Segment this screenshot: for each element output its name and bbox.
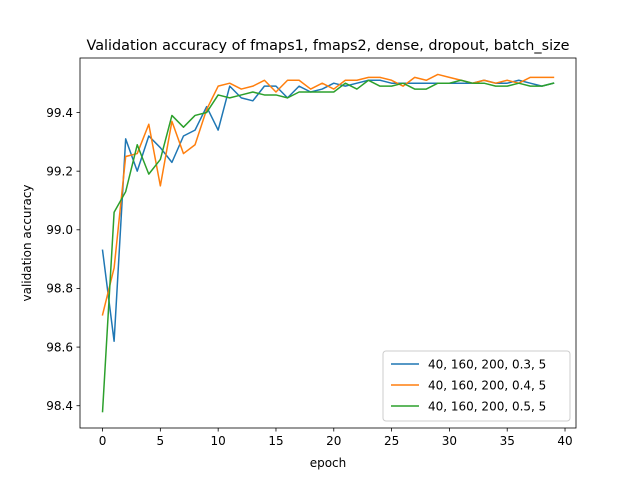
y-tick-label: 98.8	[46, 282, 73, 296]
x-tick-label: 0	[99, 434, 107, 448]
y-tick-label: 99.0	[46, 223, 73, 237]
series-line-3	[101, 79, 555, 413]
x-tick-label: 10	[211, 434, 226, 448]
x-tick-label: 25	[384, 434, 399, 448]
y-tick-label: 98.4	[46, 399, 73, 413]
y-tick-label: 99.4	[46, 106, 73, 120]
y-axis: 98.4 98.6 98.8 99.0 99.2 99.4	[46, 106, 80, 413]
x-tick-label: 30	[442, 434, 457, 448]
x-tick-label: 35	[500, 434, 515, 448]
y-tick-label: 99.2	[46, 164, 73, 178]
series-line-2	[101, 73, 555, 316]
y-tick-label: 98.6	[46, 340, 73, 354]
x-tick-label: 15	[268, 434, 283, 448]
x-tick-label: 5	[157, 434, 165, 448]
y-axis-label: validation accuracy	[20, 184, 34, 301]
legend: 40, 160, 200, 0.3, 5 40, 160, 200, 0.4, 5…	[382, 350, 571, 422]
x-tick-label: 20	[326, 434, 341, 448]
x-tick-label: 40	[557, 434, 572, 448]
legend-label-1: 40, 160, 200, 0.3, 5	[428, 358, 546, 372]
legend-box	[382, 350, 571, 422]
x-axis: 0 5 10 15 20 25 30 35 40	[99, 428, 573, 448]
series-lines	[101, 73, 555, 413]
chart-title: Validation accuracy of fmaps1, fmaps2, d…	[87, 38, 570, 54]
legend-label-2: 40, 160, 200, 0.4, 5	[428, 379, 546, 393]
legend-label-3: 40, 160, 200, 0.5, 5	[428, 400, 546, 414]
x-axis-label: epoch	[310, 456, 347, 470]
plot-frame	[79, 57, 577, 429]
